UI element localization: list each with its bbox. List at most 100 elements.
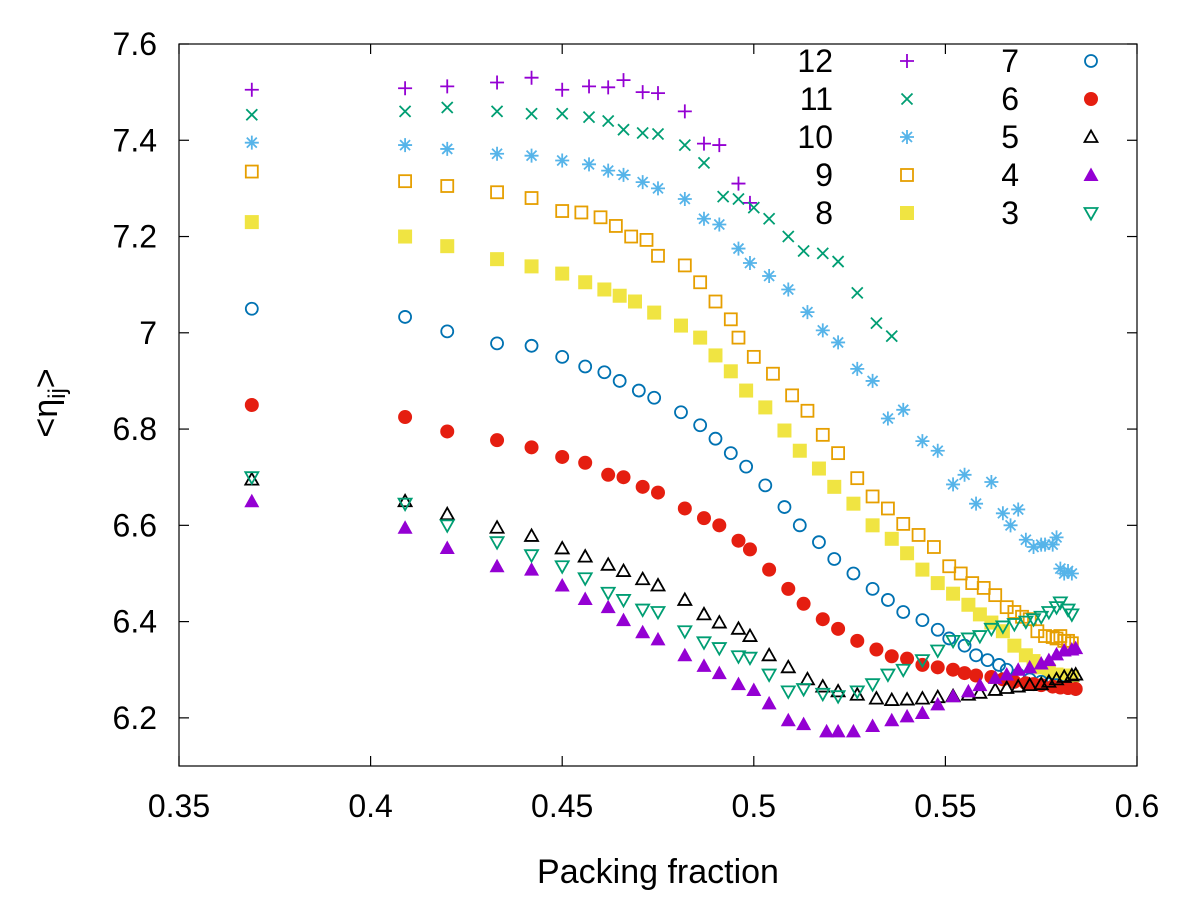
data-point <box>440 179 455 193</box>
axes: 0.35 0.4 0.45 0.5 0.55 0.6 6.2 6.4 6.6 6.8 7 7.2 7.4… <box>113 26 1160 824</box>
y-tick-label: 6.8 <box>113 411 157 447</box>
data-point <box>647 390 662 405</box>
legend-item-6: 6 <box>1001 81 1098 117</box>
legend-marker <box>900 54 914 68</box>
legend-marker <box>1084 92 1098 106</box>
data-point <box>914 654 931 669</box>
data-point <box>723 312 738 327</box>
data-point <box>398 105 412 118</box>
y-tick-label: 7.2 <box>113 219 157 255</box>
data-point <box>849 685 866 700</box>
data-point <box>896 516 911 531</box>
data-point <box>927 540 941 554</box>
data-point <box>960 632 977 647</box>
data-point <box>577 591 593 605</box>
data-point <box>490 75 505 90</box>
data-point <box>739 459 754 474</box>
data-point <box>815 427 830 442</box>
data-point <box>635 175 650 190</box>
data-point <box>914 705 930 720</box>
data-point <box>819 723 835 738</box>
data-point <box>711 665 727 680</box>
data-point <box>1061 633 1075 648</box>
y-axis-title-subscript: ij <box>44 388 71 399</box>
data-point <box>895 663 912 679</box>
data-point <box>244 398 259 412</box>
data-point <box>741 651 759 667</box>
data-point <box>827 552 842 566</box>
data-point <box>608 219 623 233</box>
plot-frame <box>178 43 1138 767</box>
data-point <box>244 135 259 150</box>
data-point <box>678 138 691 152</box>
data-point <box>797 244 810 258</box>
data-point <box>676 591 693 606</box>
data-point <box>1038 537 1053 552</box>
data-point <box>987 681 1004 696</box>
data-point <box>647 305 662 320</box>
data-point <box>1007 605 1022 619</box>
data-point <box>815 612 830 627</box>
data-point <box>998 679 1015 694</box>
data-point <box>795 683 812 698</box>
data-point <box>1021 676 1038 692</box>
data-point <box>490 252 505 267</box>
data-point <box>777 423 792 438</box>
data-point <box>1068 681 1083 696</box>
y-tick-label: 6.2 <box>113 700 157 736</box>
data-point <box>616 612 632 627</box>
data-point <box>651 485 665 500</box>
data-point <box>1025 613 1042 628</box>
data-point <box>677 191 692 206</box>
data-point <box>942 631 957 646</box>
data-point <box>782 230 795 243</box>
data-point <box>731 176 746 191</box>
legend-item-7: 7 <box>1001 43 1098 79</box>
legend-label: 4 <box>1001 157 1019 193</box>
data-point <box>635 479 650 494</box>
data-point <box>994 620 1011 635</box>
data-point <box>1045 537 1060 552</box>
data-point <box>812 535 826 550</box>
data-point <box>980 653 995 668</box>
y-tick-label: 7 <box>139 315 157 351</box>
data-point <box>865 518 880 533</box>
data-point <box>972 607 987 622</box>
data-point <box>600 556 617 571</box>
data-point <box>489 536 506 551</box>
data-point <box>971 684 988 699</box>
data-point <box>870 317 883 330</box>
data-point <box>397 497 414 513</box>
data-point <box>676 625 693 640</box>
data-point <box>960 683 976 698</box>
data-point <box>490 336 504 351</box>
data-point <box>674 405 688 420</box>
data-point <box>525 107 538 120</box>
data-point <box>555 153 570 168</box>
data-point <box>730 620 747 635</box>
x-tick-label: 0.4 <box>348 788 392 824</box>
data-point <box>712 217 727 232</box>
data-point <box>731 330 746 345</box>
data-point <box>693 330 708 345</box>
data-point <box>677 647 693 662</box>
data-point <box>900 546 915 561</box>
data-point <box>929 644 946 659</box>
legend-item-8: 8 <box>815 195 914 231</box>
data-point <box>601 80 616 95</box>
data-point <box>742 256 757 271</box>
data-point <box>766 366 780 381</box>
data-point <box>696 211 711 226</box>
data-point <box>617 123 630 136</box>
data-point <box>992 658 1006 672</box>
y-axis-title-prefix: <η <box>27 399 65 438</box>
data-point <box>578 359 593 374</box>
data-point <box>849 686 866 701</box>
data-point <box>868 690 885 705</box>
data-point <box>946 477 961 492</box>
data-point <box>881 593 895 607</box>
data-point <box>1033 610 1050 626</box>
data-point <box>730 676 746 691</box>
data-point <box>244 164 259 179</box>
